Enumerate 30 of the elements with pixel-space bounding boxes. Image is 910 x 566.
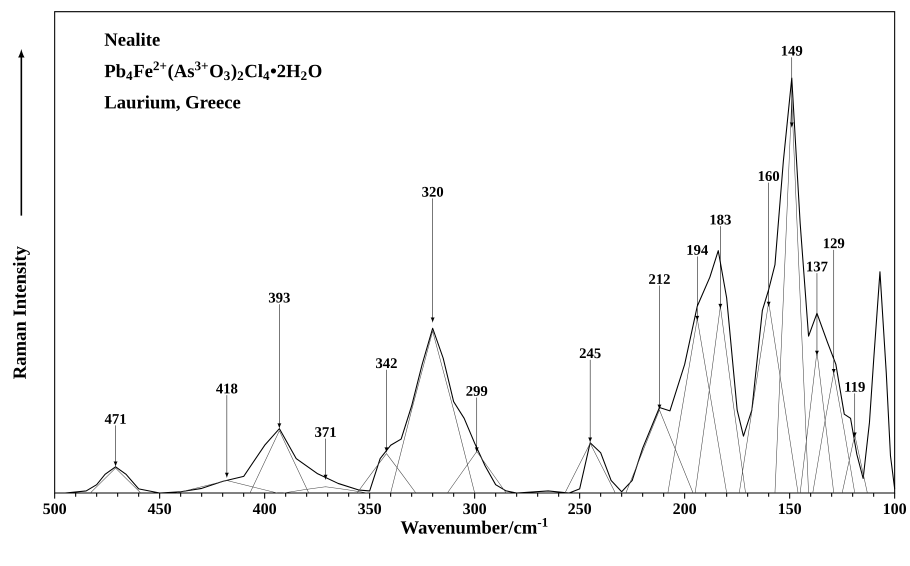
annotation: 342 <box>376 358 397 368</box>
x-tick-label: 250 <box>568 503 592 514</box>
annotation: 471 <box>104 414 126 424</box>
x-axis-title: Wavenumber/cm$^{-1}$ <box>400 518 548 534</box>
annotation: Laurium, Greece <box>104 95 240 112</box>
annotation: 245 <box>580 348 601 358</box>
annotation: 129 <box>824 238 844 248</box>
annotation: 212 <box>649 274 670 284</box>
annotation: 149 <box>782 46 802 56</box>
annotation: 194 <box>687 245 708 255</box>
annotation: 299 <box>466 386 488 396</box>
annotation: 160 <box>758 171 780 182</box>
annotation: 137 <box>807 262 828 272</box>
x-tick-label: 450 <box>148 503 172 514</box>
x-tick-label: 200 <box>673 503 696 514</box>
x-tick-label: 400 <box>252 503 276 514</box>
annotation: 418 <box>216 384 238 394</box>
annotation: 320 <box>422 186 444 197</box>
annotation: 371 <box>315 427 336 438</box>
x-tick-label: 300 <box>463 503 486 514</box>
x-tick-label: 350 <box>358 503 382 514</box>
annotation: 183 <box>710 214 731 225</box>
x-tick-label: 150 <box>778 503 802 514</box>
x-tick-label: 500 <box>43 503 66 514</box>
y-axis-title: Raman Intensity <box>12 246 30 379</box>
text: Pb$_{4}$Fe$^{2+}$(As$^{3+}$O$_{3}$)$_{2}$Cl$_{4}$•2H$_{2}$O <box>104 62 322 82</box>
annotation: 393 <box>268 292 290 303</box>
x-tick-label: 100 <box>884 503 906 514</box>
annotation: 119 <box>845 382 865 392</box>
chart-title: Nealite <box>104 32 160 46</box>
